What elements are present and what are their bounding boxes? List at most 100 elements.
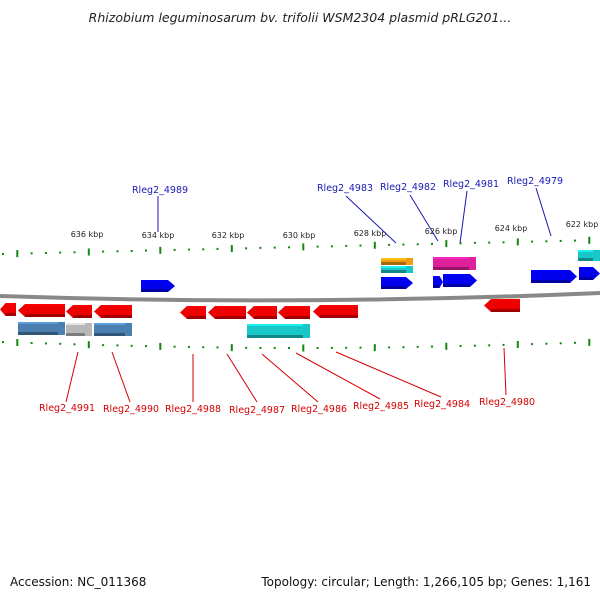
bottom-tick-track [2,338,591,352]
gene-red [313,305,358,318]
gene-body [208,306,246,319]
top-tick [488,241,491,244]
gene-red [94,305,132,318]
top-tick [402,243,405,246]
gene-body [66,305,92,318]
bottom-tick [87,341,90,349]
gene-orange [381,258,413,265]
bottom-tick [173,345,176,348]
top-tick [130,250,133,252]
top-tick [202,248,205,251]
top-tick [459,242,462,245]
top-tick [302,243,305,251]
gene-red [180,306,206,319]
gene-shadow [531,280,570,283]
top-tick [87,248,90,256]
gene-body [180,306,206,319]
gene-highlight [381,266,406,268]
gene-shadow [254,316,277,319]
leader-line-bottom [503,347,507,396]
label-leaders [65,187,552,403]
gene-label-top: Rleg2_4983 [317,183,373,194]
bottom-tick [102,344,105,347]
gene-shadow [187,316,206,319]
gene-highlight [73,305,92,307]
bottom-tick [473,344,476,347]
gene-red [0,303,16,316]
gene-body [484,299,520,312]
top-tick [73,251,76,254]
gene-shadow [94,333,125,336]
gene-body [0,303,16,316]
gene-highlight [433,276,440,278]
gene-label-bottom: Rleg2_4984 [414,399,470,410]
bottom-tick [16,339,19,346]
top-tick [388,243,391,246]
top-tick [145,249,147,252]
gene-body [531,270,577,283]
gene-label-bottom: Rleg2_4985 [353,401,409,412]
gene-shadow [443,284,470,287]
bottom-tick [2,341,4,344]
gene-red [208,306,246,319]
bottom-tick [216,346,219,349]
gene-shadow [215,316,246,319]
gene-shadow [18,332,58,335]
top-tick [502,241,505,244]
gene-highlight [531,270,570,272]
scale-label: 636 kbp [71,230,104,239]
leader-line-bottom [261,353,319,403]
bottom-tick [116,344,119,347]
top-tick [373,241,376,249]
top-tick [473,241,476,244]
gene-shadow [381,286,406,289]
bottom-tick [431,345,433,348]
bottom-tick [516,341,519,348]
gene-highlight [254,306,277,308]
leader-line-bottom [226,353,258,403]
gene-features [0,250,600,338]
gene-body [433,257,476,270]
gene-body [94,323,132,336]
gene-shadow [381,270,406,273]
top-tick [330,245,333,248]
gene-highlight [433,257,469,259]
gene-shadow [66,333,85,336]
gene-blue [381,277,413,289]
bottom-tick [302,344,305,352]
bottom-tick [373,344,376,352]
gene-label-bottom: Rleg2_4991 [39,403,95,414]
bottom-tick [559,342,562,345]
gene-label-top: Rleg2_4979 [507,176,563,187]
gene-shadow [579,277,593,280]
bottom-tick [445,342,448,350]
gene-label-bottom: Rleg2_4980 [479,397,535,408]
gene-shadow [381,262,406,265]
top-tick [273,246,276,249]
leader-line-bottom [111,351,131,403]
gene-steel [94,323,132,336]
gene-shadow [101,315,132,318]
bottom-tick [402,346,405,349]
gene-highlight [5,303,16,305]
leader-line-bottom [65,351,79,403]
top-tick [288,246,290,249]
gene-highlight [578,250,593,252]
gene-label-bottom: Rleg2_4986 [291,404,347,415]
top-tick [44,252,47,254]
map-title: Rhizobium leguminosarum bv. trifolii WSM… [88,10,512,25]
gene-body [313,305,358,318]
bottom-tick [245,346,248,349]
bottom-tick [202,346,205,349]
gene-label-bottom: Rleg2_4990 [103,404,159,415]
gene-highlight [101,305,132,307]
gene-highlight [247,324,303,326]
bottom-tick [59,342,62,345]
gene-label-bottom: Rleg2_4987 [229,405,285,416]
gene-red [66,305,92,318]
gene-blue [141,280,175,292]
gene-shadow [578,258,593,261]
gene-highlight [320,305,358,307]
top-tick [588,236,591,244]
